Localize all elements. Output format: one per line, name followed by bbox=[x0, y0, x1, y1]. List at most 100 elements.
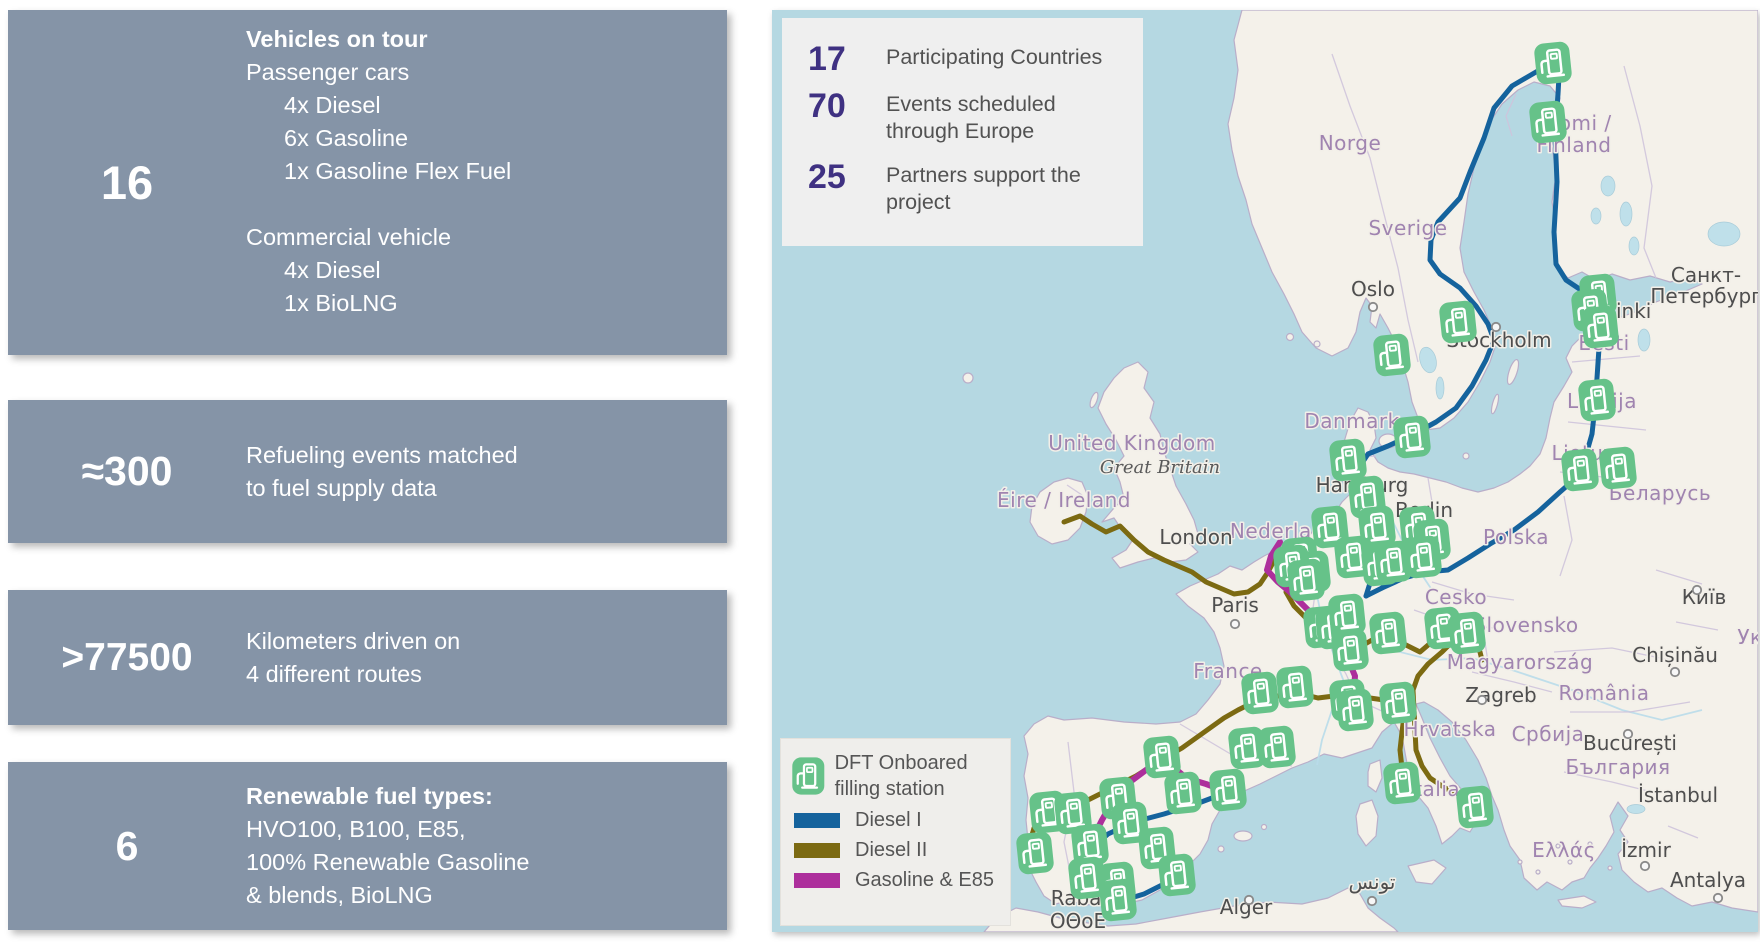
stat-line: HVO100, B100, E85, bbox=[246, 816, 466, 842]
land-north-africa bbox=[983, 887, 1399, 932]
land-hebrides bbox=[1089, 391, 1099, 409]
aegean-island bbox=[1517, 859, 1523, 865]
land-corsica bbox=[1367, 759, 1383, 793]
stat-line: Renewable fuel types: bbox=[246, 783, 493, 809]
stat-line: 6x Gasoline bbox=[284, 125, 409, 151]
filling-station-icon bbox=[1274, 663, 1316, 711]
stat-line: & blends, BioLNG bbox=[246, 882, 433, 908]
filling-station-icon bbox=[1156, 851, 1198, 899]
aegean-island bbox=[1607, 865, 1613, 871]
filling-station-icon bbox=[1097, 876, 1139, 924]
map-label: İzmir bbox=[1621, 838, 1671, 862]
land-continent bbox=[1023, 10, 1758, 913]
map-label: تونس bbox=[1349, 870, 1396, 894]
legend-route-swatch bbox=[794, 812, 840, 828]
filling-station-icon bbox=[1402, 533, 1444, 581]
filling-station-icon bbox=[1141, 733, 1183, 781]
map-stat-row: 25 Partners support the project bbox=[808, 158, 1143, 216]
stat-box: >77500 Kilometers driven on 4 different ro… bbox=[8, 590, 727, 725]
legend-station-label: DFT Onboared filling station bbox=[834, 752, 968, 800]
map-label: Magyarország bbox=[1447, 650, 1593, 674]
route-diesel-2 bbox=[1410, 635, 1479, 809]
land-ireland bbox=[1029, 477, 1089, 545]
legend-station-row: DFT Onboared filling station bbox=[791, 747, 1000, 805]
stat-number: ≈300 bbox=[81, 448, 173, 494]
map-label: România bbox=[1559, 681, 1650, 705]
island-marker bbox=[1285, 332, 1295, 342]
map-label: Chișinău bbox=[1632, 643, 1718, 667]
legend-route-swatch bbox=[794, 842, 840, 858]
map-label: Oslo bbox=[1351, 277, 1395, 301]
city-dot bbox=[1691, 584, 1703, 596]
stat-text: Refueling events matched to fuel supply d… bbox=[246, 400, 727, 543]
city-dot bbox=[1712, 892, 1724, 904]
stat-line: Refueling events matched bbox=[246, 441, 518, 468]
city-dot bbox=[1622, 728, 1634, 740]
land-oland bbox=[1490, 393, 1500, 415]
map-label: London bbox=[1159, 525, 1232, 549]
stat-line: 4 different routes bbox=[246, 660, 422, 687]
filling-station-icon bbox=[1239, 669, 1281, 717]
map-label: Antalya bbox=[1670, 868, 1746, 892]
land-sardinia bbox=[1355, 799, 1379, 847]
filling-station-icon bbox=[1381, 759, 1423, 807]
filling-station-icon bbox=[1527, 98, 1569, 146]
stat-text: Vehicles on tour Passenger cars 4x Diesel 6… bbox=[246, 10, 727, 355]
legend-route-label: Diesel II bbox=[855, 838, 928, 861]
filling-station-icon bbox=[1576, 376, 1618, 424]
map-label: Петербург bbox=[1650, 284, 1758, 308]
map-legend: DFT Onboared filling station Diesel I Die… bbox=[780, 738, 1011, 926]
map-label: България bbox=[1565, 755, 1670, 779]
filling-station-icon bbox=[1559, 446, 1601, 494]
map-stat-label: Events scheduled through Europe bbox=[886, 92, 1056, 143]
filling-station-icon bbox=[1207, 766, 1249, 814]
filling-station-icon bbox=[1367, 609, 1409, 657]
map-label: Cesko bbox=[1425, 585, 1487, 609]
filling-station-icon bbox=[1285, 556, 1327, 604]
legend-route-swatch bbox=[794, 872, 840, 888]
filling-station-icon bbox=[1014, 829, 1056, 877]
land-crete bbox=[1557, 895, 1597, 909]
filling-station-icon bbox=[1329, 626, 1371, 674]
stat-line: to fuel supply data bbox=[246, 474, 437, 501]
legend-route-row: Gasoline & E85 bbox=[794, 865, 1000, 895]
legend-route-label: Gasoline & E85 bbox=[855, 868, 994, 891]
city-dot bbox=[1639, 860, 1651, 872]
map-stat-number: 25 bbox=[808, 158, 846, 196]
map-stat-number: 70 bbox=[808, 87, 846, 125]
filling-station-icon bbox=[1446, 609, 1488, 657]
city-dots bbox=[1229, 301, 1724, 907]
filling-station-icon bbox=[1371, 331, 1413, 379]
map-stat-label: Partners support the project bbox=[886, 163, 1081, 214]
map-label: İstanbul bbox=[1638, 783, 1718, 807]
stat-box: 16 Vehicles on tour Passenger cars 4x Diese… bbox=[8, 10, 727, 355]
stat-number: >77500 bbox=[61, 635, 193, 679]
filling-station-icon bbox=[791, 747, 826, 805]
city-dot bbox=[1669, 666, 1681, 678]
map-stat-number: 17 bbox=[808, 40, 846, 78]
stat-line: Commercial vehicle bbox=[246, 224, 452, 250]
city-dot bbox=[1490, 321, 1502, 333]
map-label: Great Britain bbox=[1100, 457, 1220, 478]
filling-station-icon bbox=[1532, 39, 1574, 87]
legend-route-row: Diesel II bbox=[794, 835, 1000, 865]
stat-line: Kilometers driven on bbox=[246, 627, 461, 654]
filling-station-icon bbox=[1256, 723, 1298, 771]
map-stat-label: Participating Countries bbox=[886, 45, 1103, 69]
map-label: Київ bbox=[1682, 585, 1727, 609]
map-stat-row: 70 Events scheduled through Europe bbox=[808, 87, 1143, 145]
stat-box: 6 Renewable fuel types: HVO100, B100, E85,… bbox=[8, 762, 727, 930]
map-label: Sverige bbox=[1368, 216, 1447, 240]
land-bornholm bbox=[1462, 452, 1470, 460]
map-label: Hrvatska bbox=[1403, 717, 1496, 741]
lakes bbox=[1419, 175, 1741, 814]
map-label: Zagreb bbox=[1465, 683, 1536, 707]
map-label: Danmark bbox=[1304, 409, 1399, 433]
map-label: Polska bbox=[1483, 525, 1549, 549]
filling-station-icon bbox=[1579, 303, 1621, 351]
map-label: Беларусь bbox=[1609, 481, 1711, 505]
land-gotland bbox=[1506, 358, 1520, 386]
map-label: OΘoE bbox=[1050, 909, 1106, 932]
